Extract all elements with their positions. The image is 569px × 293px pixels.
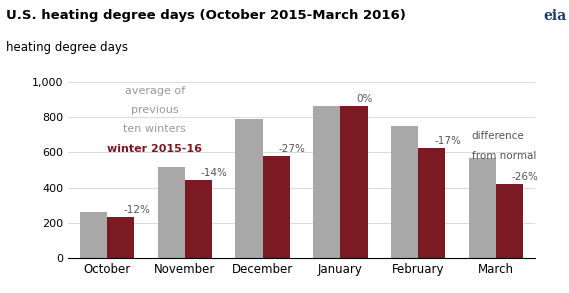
- Bar: [263, 156, 290, 258]
- Text: U.S. heating degree days (October 2015-March 2016): U.S. heating degree days (October 2015-M…: [6, 9, 406, 22]
- Text: -17%: -17%: [434, 136, 461, 146]
- Bar: [80, 212, 107, 258]
- Text: heating degree days: heating degree days: [6, 41, 127, 54]
- Bar: [340, 106, 368, 258]
- Text: 0%: 0%: [356, 94, 373, 104]
- Bar: [418, 148, 446, 258]
- Bar: [158, 167, 185, 258]
- Bar: [107, 217, 134, 258]
- Bar: [391, 126, 418, 258]
- Text: ten winters: ten winters: [123, 124, 186, 134]
- Text: previous: previous: [131, 105, 179, 115]
- Bar: [469, 158, 496, 258]
- Bar: [236, 119, 263, 258]
- Text: from normal: from normal: [472, 151, 536, 161]
- Bar: [496, 184, 523, 258]
- Text: average of: average of: [125, 86, 185, 96]
- Text: -27%: -27%: [279, 144, 306, 154]
- Text: -14%: -14%: [201, 168, 228, 178]
- Text: -12%: -12%: [123, 205, 150, 215]
- Text: -26%: -26%: [512, 171, 539, 182]
- Bar: [185, 180, 212, 258]
- Text: winter 2015-16: winter 2015-16: [107, 144, 202, 154]
- Text: eia: eia: [543, 9, 566, 23]
- Bar: [313, 106, 340, 258]
- Text: difference: difference: [472, 131, 525, 141]
